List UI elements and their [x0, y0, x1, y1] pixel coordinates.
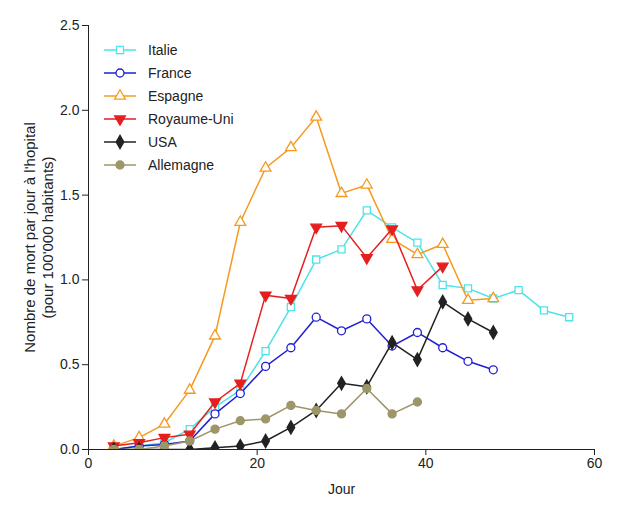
- svg-text:0.5: 0.5: [60, 356, 80, 372]
- html-text:Royaume-Uni: Royaume-Uni: [148, 110, 234, 127]
- html-text:France: France: [148, 64, 192, 81]
- svg-text:1.0: 1.0: [60, 271, 80, 287]
- html-text:USA: USA: [148, 133, 177, 150]
- html-text:Espagne: Espagne: [148, 87, 204, 104]
- svg-text:0: 0: [85, 455, 93, 471]
- svg-text:1.5: 1.5: [60, 187, 80, 203]
- svg-text:60: 60: [587, 455, 603, 471]
- svg-text:Nombre de mort par jour à l'ho: Nombre de mort par jour à l'hopital(pour…: [21, 122, 55, 352]
- svg-text:Jour: Jour: [328, 481, 356, 497]
- svg-text:40: 40: [418, 455, 434, 471]
- svg-text:20: 20: [249, 455, 265, 471]
- html-text:Italie: Italie: [148, 41, 178, 58]
- svg-text:2.5: 2.5: [60, 17, 80, 33]
- svg-text:2.0: 2.0: [60, 102, 80, 118]
- html-text:Allemagne: Allemagne: [148, 156, 215, 173]
- svg-text:0.0: 0.0: [60, 441, 80, 457]
